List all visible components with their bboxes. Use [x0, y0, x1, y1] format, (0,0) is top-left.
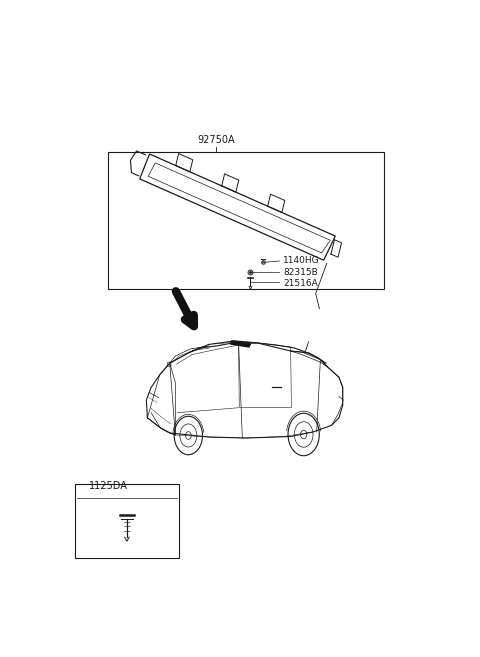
Text: 21516A: 21516A [283, 279, 318, 288]
Text: 1125DA: 1125DA [89, 481, 128, 491]
Text: 82315B: 82315B [283, 267, 318, 277]
Bar [108, 152, 384, 289]
Bar [75, 484, 179, 558]
Polygon shape [230, 341, 251, 347]
Text: 1140HG: 1140HG [283, 256, 320, 265]
Text: 92750A: 92750A [197, 135, 235, 145]
